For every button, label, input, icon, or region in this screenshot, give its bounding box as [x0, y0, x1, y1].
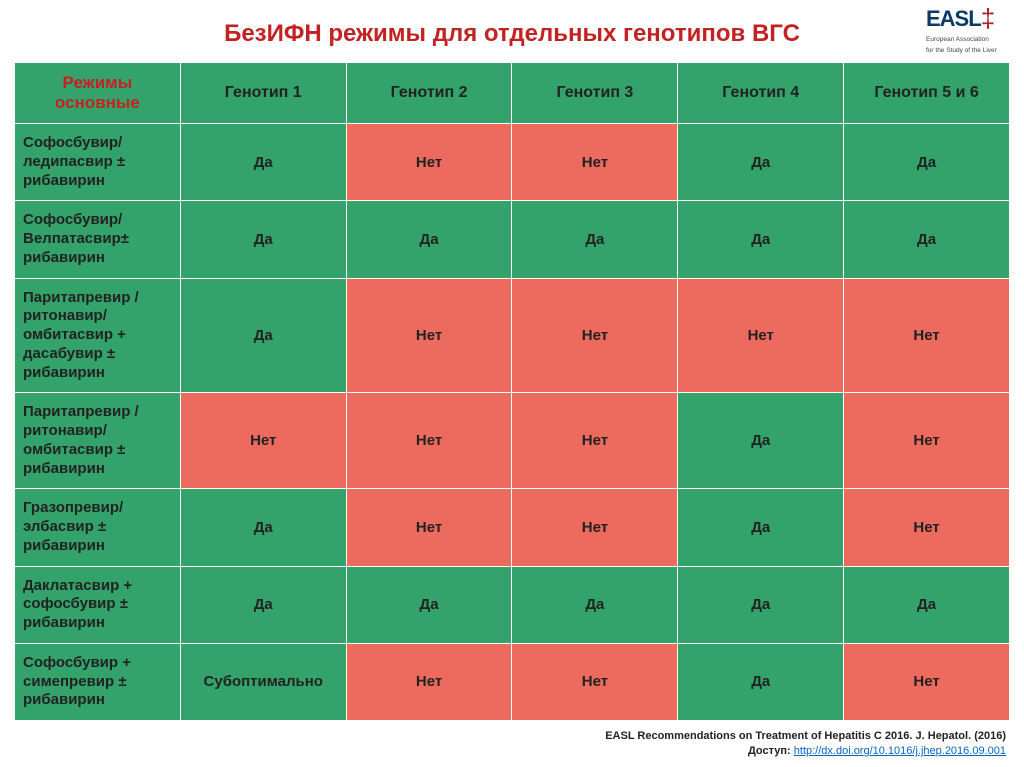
citation-footer: EASL Recommendations on Treatment of Hep… [605, 729, 1006, 759]
table-row: Паритапревир /ритонавир/омбитасвир + дас… [15, 278, 1010, 393]
data-cell: Нет [346, 489, 512, 566]
data-cell: Нет [512, 393, 678, 489]
table-row: Даклатасвир + софосбувир ± рибавиринДаДа… [15, 566, 1010, 643]
regimen-table: Режимы основные Генотип 1 Генотип 2 Гено… [14, 62, 1010, 721]
data-cell: Да [180, 278, 346, 393]
data-cell: Нет [844, 393, 1010, 489]
data-cell: Нет [512, 124, 678, 201]
data-cell: Нет [678, 278, 844, 393]
data-cell: Да [678, 566, 844, 643]
data-cell: Нет [346, 643, 512, 720]
table-row: Гразопревир/элбасвир ± рибавиринДаНетНет… [15, 489, 1010, 566]
data-cell: Да [844, 566, 1010, 643]
row-label: Софосбувир + симепревир ± рибавирин [15, 643, 181, 720]
table-row: Софосбувир/ледипасвир ± рибавиринДаНетНе… [15, 124, 1010, 201]
logo-text: EASL [926, 6, 981, 31]
data-cell: Да [180, 124, 346, 201]
data-cell: Да [180, 566, 346, 643]
access-label: Доступ: [748, 745, 794, 757]
row-label: Софосбувир/ Велпатасвир± рибавирин [15, 201, 181, 278]
table-header-row: Режимы основные Генотип 1 Генотип 2 Гено… [15, 63, 1010, 124]
data-cell: Да [844, 124, 1010, 201]
data-cell: Да [180, 201, 346, 278]
data-cell: Да [678, 393, 844, 489]
data-cell: Нет [346, 124, 512, 201]
row-label: Софосбувир/ледипасвир ± рибавирин [15, 124, 181, 201]
header-genotype-56: Генотип 5 и 6 [844, 63, 1010, 124]
header-genotype-2: Генотип 2 [346, 63, 512, 124]
data-cell: Да [512, 201, 678, 278]
citation-link[interactable]: http://dx.doi.org/10.1016/j.jhep.2016.09… [794, 745, 1006, 757]
citation-text: EASL Recommendations on Treatment of Hep… [605, 730, 1006, 742]
header-genotype-3: Генотип 3 [512, 63, 678, 124]
easl-logo: EASL‡ European Association for the Study… [924, 0, 1024, 48]
header-regimens: Режимы основные [15, 63, 181, 124]
data-cell: Да [346, 201, 512, 278]
data-cell: Нет [512, 489, 678, 566]
data-cell: Нет [844, 643, 1010, 720]
data-cell: Нет [844, 278, 1010, 393]
table-row: Софосбувир + симепревир ± рибавиринСубоп… [15, 643, 1010, 720]
data-cell: Да [678, 643, 844, 720]
row-label: Паритапревир /ритонавир/омбитасвир ± риб… [15, 393, 181, 489]
data-cell: Да [844, 201, 1010, 278]
row-label: Паритапревир /ритонавир/омбитасвир + дас… [15, 278, 181, 393]
data-cell: Нет [512, 643, 678, 720]
table-row: Паритапревир /ритонавир/омбитасвир ± риб… [15, 393, 1010, 489]
page-title: БезИФН режимы для отдельных генотипов ВГ… [14, 20, 1010, 48]
logo-sub2: for the Study of the Liver [926, 47, 997, 54]
data-cell: Нет [844, 489, 1010, 566]
data-cell: Да [678, 201, 844, 278]
data-cell: Нет [512, 278, 678, 393]
data-cell: Да [512, 566, 678, 643]
data-cell: Нет [180, 393, 346, 489]
data-cell: Субоптимально [180, 643, 346, 720]
data-cell: Да [678, 124, 844, 201]
data-cell: Да [180, 489, 346, 566]
data-cell: Нет [346, 278, 512, 393]
table-row: Софосбувир/ Велпатасвир± рибавиринДаДаДа… [15, 201, 1010, 278]
data-cell: Нет [346, 393, 512, 489]
data-cell: Да [678, 489, 844, 566]
header-genotype-1: Генотип 1 [180, 63, 346, 124]
row-label: Даклатасвир + софосбувир ± рибавирин [15, 566, 181, 643]
logo-sub1: European Association [926, 36, 989, 43]
header-genotype-4: Генотип 4 [678, 63, 844, 124]
logo-cross-icon: ‡ [981, 3, 995, 33]
data-cell: Да [346, 566, 512, 643]
row-label: Гразопревир/элбасвир ± рибавирин [15, 489, 181, 566]
